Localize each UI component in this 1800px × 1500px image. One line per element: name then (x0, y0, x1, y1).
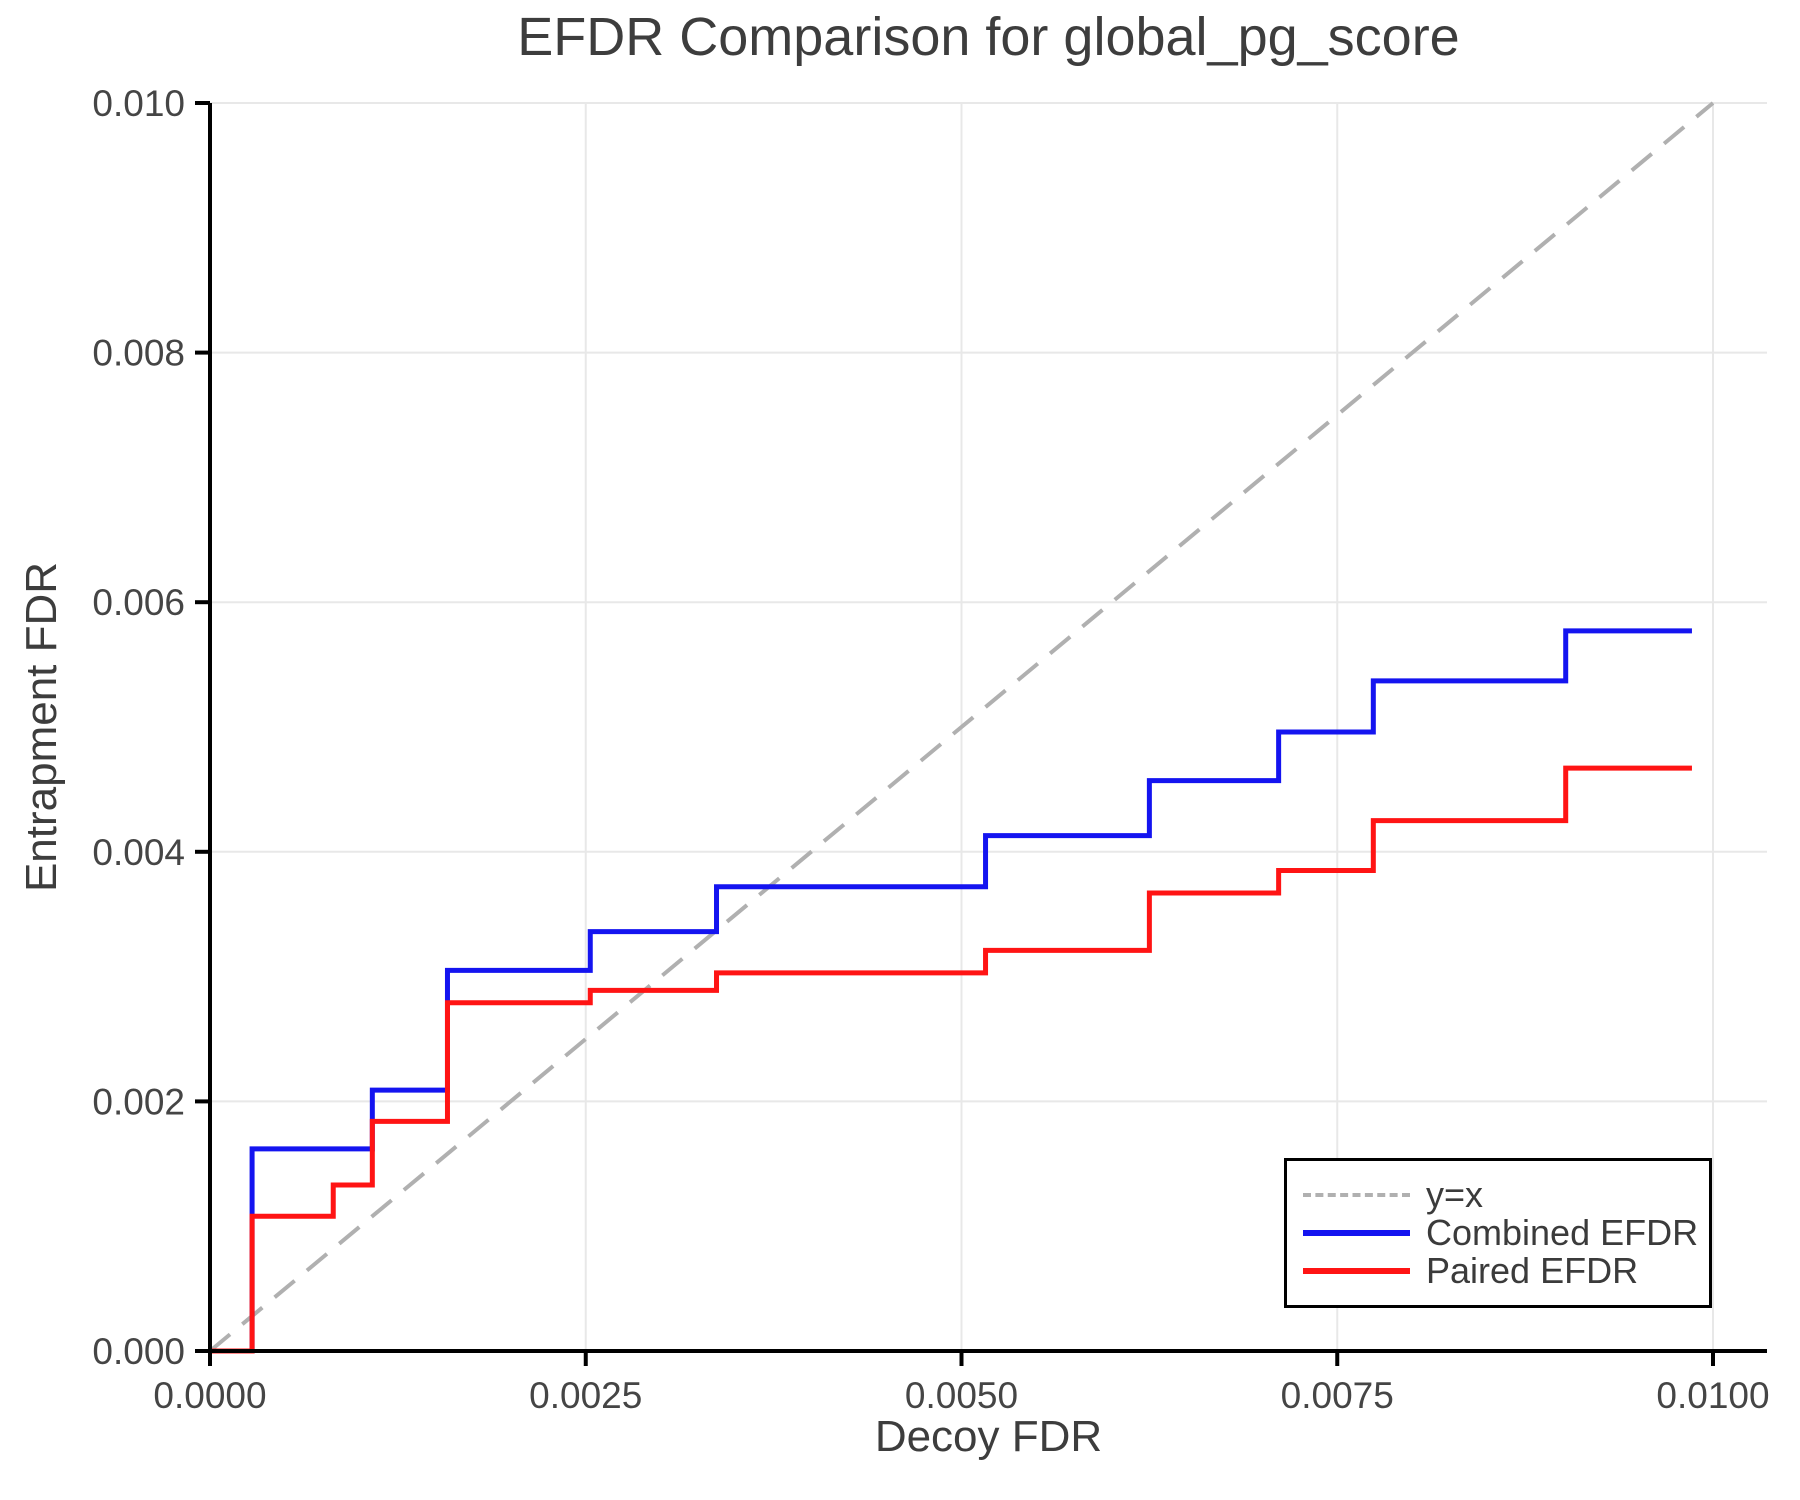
x-tick-label: 0.0025 (529, 1375, 642, 1416)
x-tick-label: 0.0100 (1656, 1375, 1769, 1416)
y-tick-label: 0.004 (92, 832, 185, 873)
dashed-line-swatch (1303, 1193, 1410, 1197)
x-tick-label: 0.0075 (1281, 1375, 1394, 1416)
chart-title: EFDR Comparison for global_pg_score (517, 7, 1460, 67)
y-tick-label: 0.006 (92, 582, 185, 623)
legend-item-paired-efdr: Paired EFDR (1303, 1252, 1709, 1290)
x-tick-label: 0.0000 (153, 1375, 266, 1416)
y-tick-label: 0.008 (92, 333, 185, 374)
y-tick-label: 0.002 (92, 1081, 185, 1122)
legend-item-combined-efdr: Combined EFDR (1303, 1214, 1709, 1252)
y-tick-label: 0.000 (92, 1331, 185, 1372)
x-axis-label: Decoy FDR (874, 1412, 1103, 1461)
y-tick-label: 0.010 (92, 83, 185, 124)
red-line-swatch (1303, 1268, 1410, 1274)
legend-label: Combined EFDR (1426, 1212, 1699, 1253)
legend-item-yx: y=x (1303, 1176, 1709, 1214)
legend: y=x Combined EFDR Paired EFDR (1284, 1158, 1712, 1308)
blue-line-swatch (1303, 1230, 1410, 1236)
legend-label: Paired EFDR (1426, 1250, 1639, 1291)
series-line-paired-efdr (210, 765, 1692, 1354)
y-axis-label: Entrapment FDR (17, 561, 66, 893)
legend-label: y=x (1426, 1174, 1484, 1215)
reference-line-y-equals-x (208, 101, 1715, 1353)
x-tick-label: 0.0050 (905, 1375, 1018, 1416)
